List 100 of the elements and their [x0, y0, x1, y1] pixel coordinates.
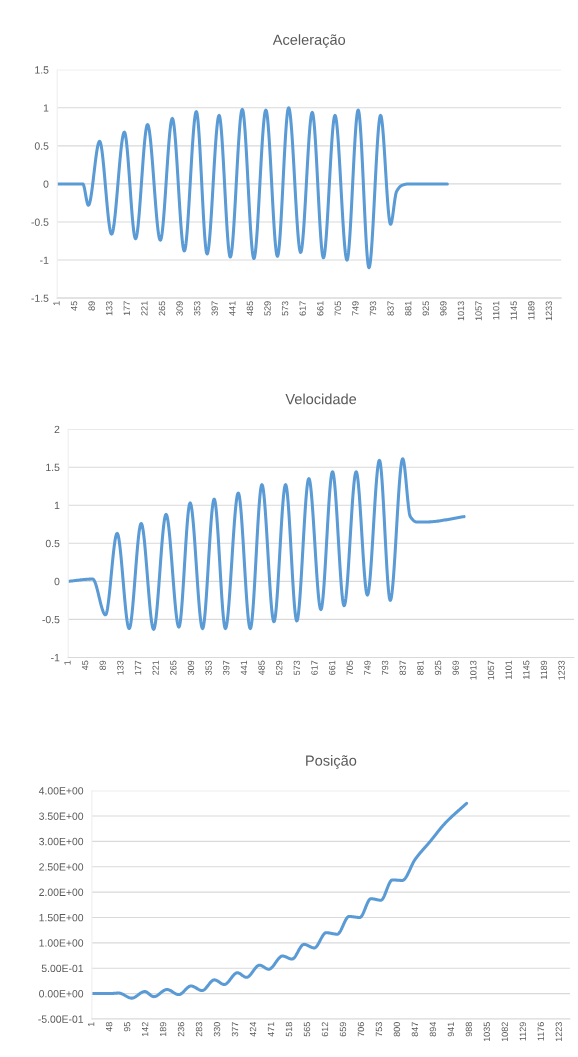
y-tick-label: 1.5: [46, 463, 60, 472]
x-tick-label: 800: [393, 1022, 401, 1037]
x-tick-label: 881: [404, 301, 412, 316]
x-tick-label: 485: [246, 301, 254, 316]
x-tick-label: 89: [88, 301, 95, 311]
x-tick-label: 1233: [545, 301, 553, 321]
x-tick-label: 265: [170, 660, 177, 675]
x-tick-label: 236: [177, 1022, 185, 1037]
y-tick-label: 0: [43, 180, 49, 188]
x-tick-label: 1189: [528, 301, 535, 320]
x-tick-label: 894: [429, 1021, 437, 1037]
x-tick-label: 133: [117, 660, 124, 675]
x-tick-label: 969: [440, 301, 447, 316]
x-tick-label: 265: [158, 301, 166, 316]
x-tick-label: 133: [106, 301, 113, 316]
chart-title: Posição: [306, 755, 357, 769]
x-tick-label: 573: [293, 660, 301, 675]
x-tick-label: 1013: [470, 660, 477, 680]
x-tick-label: 705: [334, 301, 342, 316]
x-tick-label: 89: [99, 660, 106, 670]
x-tick-label: 309: [176, 301, 183, 316]
y-tick-label: 2: [54, 425, 60, 433]
x-tick-label: 661: [317, 301, 324, 316]
x-tick-label: 283: [195, 1022, 203, 1037]
y-tick-label: -1: [40, 256, 49, 264]
y-tick-label: -1: [51, 654, 60, 662]
x-tick-label: 661: [328, 660, 336, 675]
x-tick-label: 706: [357, 1022, 365, 1037]
y-tick-label: 1: [43, 104, 49, 112]
x-tick-label: 177: [123, 301, 130, 316]
x-tick-label: 353: [205, 660, 212, 675]
x-tick-label: 837: [387, 301, 394, 316]
y-tick-label: 2.50E+00: [39, 863, 84, 871]
y-tick-label: 0.5: [34, 142, 49, 150]
x-tick-label: 1223: [555, 1022, 562, 1042]
x-tick-label: 142: [141, 1022, 149, 1037]
x-tick-label: 617: [299, 301, 306, 316]
x-tick-label: 529: [264, 301, 271, 316]
x-tick-label: 221: [152, 660, 159, 675]
x-tick-label: 793: [381, 660, 389, 675]
y-tick-label: 1.00E+00: [39, 939, 84, 947]
x-tick-label: 1233: [558, 660, 565, 680]
x-tick-label: 424: [249, 1021, 257, 1037]
x-tick-label: 1057: [475, 301, 482, 321]
y-tick-label: 1.50E+00: [39, 913, 84, 922]
x-tick-label: 518: [285, 1022, 293, 1037]
x-tick-label: 837: [399, 660, 406, 675]
x-tick-label: 659: [339, 1022, 347, 1037]
x-tick-label: 471: [267, 1022, 275, 1037]
chart-title: Velocidade: [285, 393, 357, 405]
y-tick-label: 1: [54, 501, 60, 510]
x-tick-label: 988: [465, 1022, 473, 1037]
y-tick-label: -0.5: [42, 615, 60, 624]
x-tick-label: 1013: [457, 301, 465, 321]
x-tick-label: 749: [352, 301, 359, 316]
x-tick-label: 1101: [492, 301, 500, 320]
x-tick-label: 793: [369, 301, 377, 316]
x-tick-label: 1082: [501, 1022, 509, 1042]
x-tick-label: 617: [311, 660, 318, 675]
x-tick-label: 1: [88, 1022, 95, 1027]
x-tick-label: 925: [422, 301, 429, 316]
x-tick-label: 1101: [505, 660, 512, 679]
x-tick-label: 177: [134, 660, 142, 675]
y-tick-label: 4.00E+00: [38, 787, 84, 795]
chart-title: Aceleração: [272, 34, 346, 48]
y-tick-label: 0.5: [45, 539, 60, 548]
x-tick-label: 847: [411, 1022, 419, 1037]
x-tick-label: 1189: [540, 660, 548, 679]
x-tick-label: 529: [276, 660, 283, 675]
x-tick-label: 1: [64, 660, 71, 665]
x-tick-label: 1176: [537, 1022, 545, 1041]
x-tick-label: 749: [364, 660, 371, 675]
x-tick-label: 705: [346, 660, 353, 675]
x-tick-label: 45: [70, 301, 78, 311]
y-tick-label: 0.00E+00: [39, 990, 84, 998]
x-tick-label: 1129: [519, 1022, 527, 1041]
x-tick-label: 753: [375, 1022, 383, 1037]
x-tick-label: 1057: [487, 660, 495, 680]
x-tick-label: 881: [417, 660, 424, 675]
x-tick-label: 1145: [510, 301, 517, 320]
x-tick-label: 189: [159, 1022, 167, 1037]
x-tick-label: 397: [211, 301, 218, 316]
y-tick-label: 1.5: [35, 66, 49, 74]
x-tick-label: 221: [141, 301, 148, 316]
x-tick-label: 612: [321, 1022, 329, 1037]
x-tick-label: 925: [434, 660, 442, 675]
x-tick-label: 353: [193, 301, 201, 316]
x-tick-label: 45: [81, 660, 89, 671]
y-tick-label: -0.5: [31, 218, 49, 226]
x-tick-label: 485: [258, 660, 265, 676]
x-tick-label: 397: [223, 660, 230, 675]
y-tick-label: 3.00E+00: [39, 837, 84, 846]
x-tick-label: 565: [303, 1022, 311, 1037]
x-tick-label: 441: [229, 301, 236, 316]
y-tick-label: 2.00E+00: [39, 888, 84, 896]
x-tick-label: 48: [105, 1022, 113, 1032]
x-tick-label: 969: [452, 660, 459, 675]
y-tick-label: 5.00E-01: [41, 964, 84, 973]
x-tick-label: 309: [187, 660, 195, 675]
x-tick-label: 441: [240, 660, 248, 676]
